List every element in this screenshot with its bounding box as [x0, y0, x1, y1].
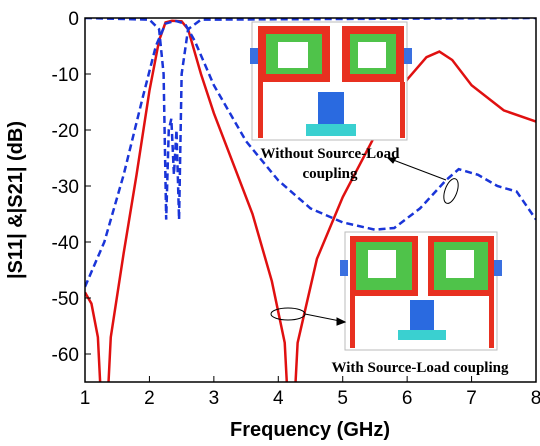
y-tick-label: -30	[52, 177, 79, 198]
y-axis-title: |S11| &|S21| (dB)	[5, 121, 27, 279]
y-tick-label: -40	[52, 233, 79, 254]
chart: Without Source-Load coupling With Source…	[0, 0, 540, 446]
inset-with	[340, 232, 502, 350]
y-tick-label: -50	[52, 289, 79, 310]
annotation: Without Source-Load	[260, 146, 400, 162]
x-tick-label: 5	[337, 388, 348, 409]
annotation: With Source-Load coupling	[332, 360, 509, 376]
x-tick-label: 4	[273, 388, 284, 409]
y-tick-label: -10	[52, 65, 79, 86]
y-tick-label: -20	[52, 121, 79, 142]
inset-without	[250, 22, 412, 140]
annotation: coupling	[302, 166, 358, 182]
x-tick-label: 8	[531, 388, 540, 409]
x-tick-label: 3	[209, 388, 220, 409]
x-tick-label: 6	[402, 388, 413, 409]
x-tick-label: 7	[466, 388, 477, 409]
x-tick-label: 1	[80, 388, 91, 409]
y-tick-label: 0	[68, 9, 79, 30]
x-axis-title: Frequency (GHz)	[230, 419, 390, 441]
y-tick-label: -60	[52, 345, 79, 366]
x-tick-label: 2	[144, 388, 155, 409]
